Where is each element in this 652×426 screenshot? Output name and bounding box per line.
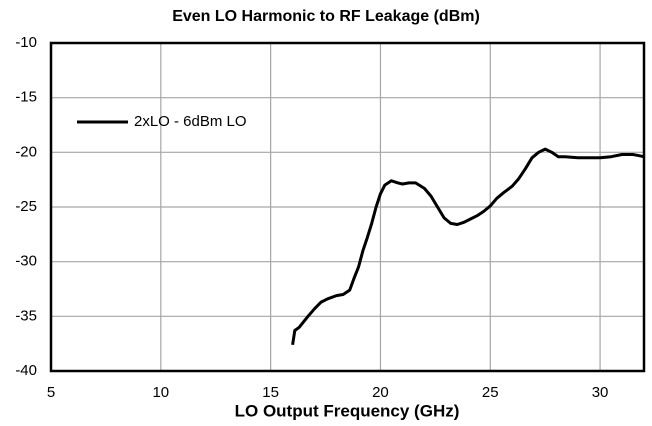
y-tick-label: -20 — [15, 143, 37, 160]
y-tick-label: -30 — [15, 253, 37, 270]
legend-label: 2xLO - 6dBm LO — [134, 113, 247, 130]
y-tick-label: -15 — [15, 89, 37, 106]
y-tick-label: -35 — [15, 307, 37, 324]
x-tick-label: 20 — [372, 384, 389, 401]
data-line — [291, 147, 645, 346]
x-tick-label: 30 — [592, 384, 609, 401]
x-tick-label: 25 — [482, 384, 499, 401]
y-tick-label: -40 — [15, 362, 37, 379]
chart-title: Even LO Harmonic to RF Leakage (dBm) — [172, 8, 480, 25]
x-tick-label: 5 — [47, 384, 55, 401]
y-tick-label: -25 — [15, 198, 37, 215]
x-tick-label: 15 — [262, 384, 279, 401]
y-tick-label: -10 — [15, 34, 37, 51]
x-axis-label: LO Output Frequency (GHz) — [235, 401, 460, 420]
plot-border — [49, 41, 646, 373]
x-tick-label: 10 — [152, 384, 169, 401]
